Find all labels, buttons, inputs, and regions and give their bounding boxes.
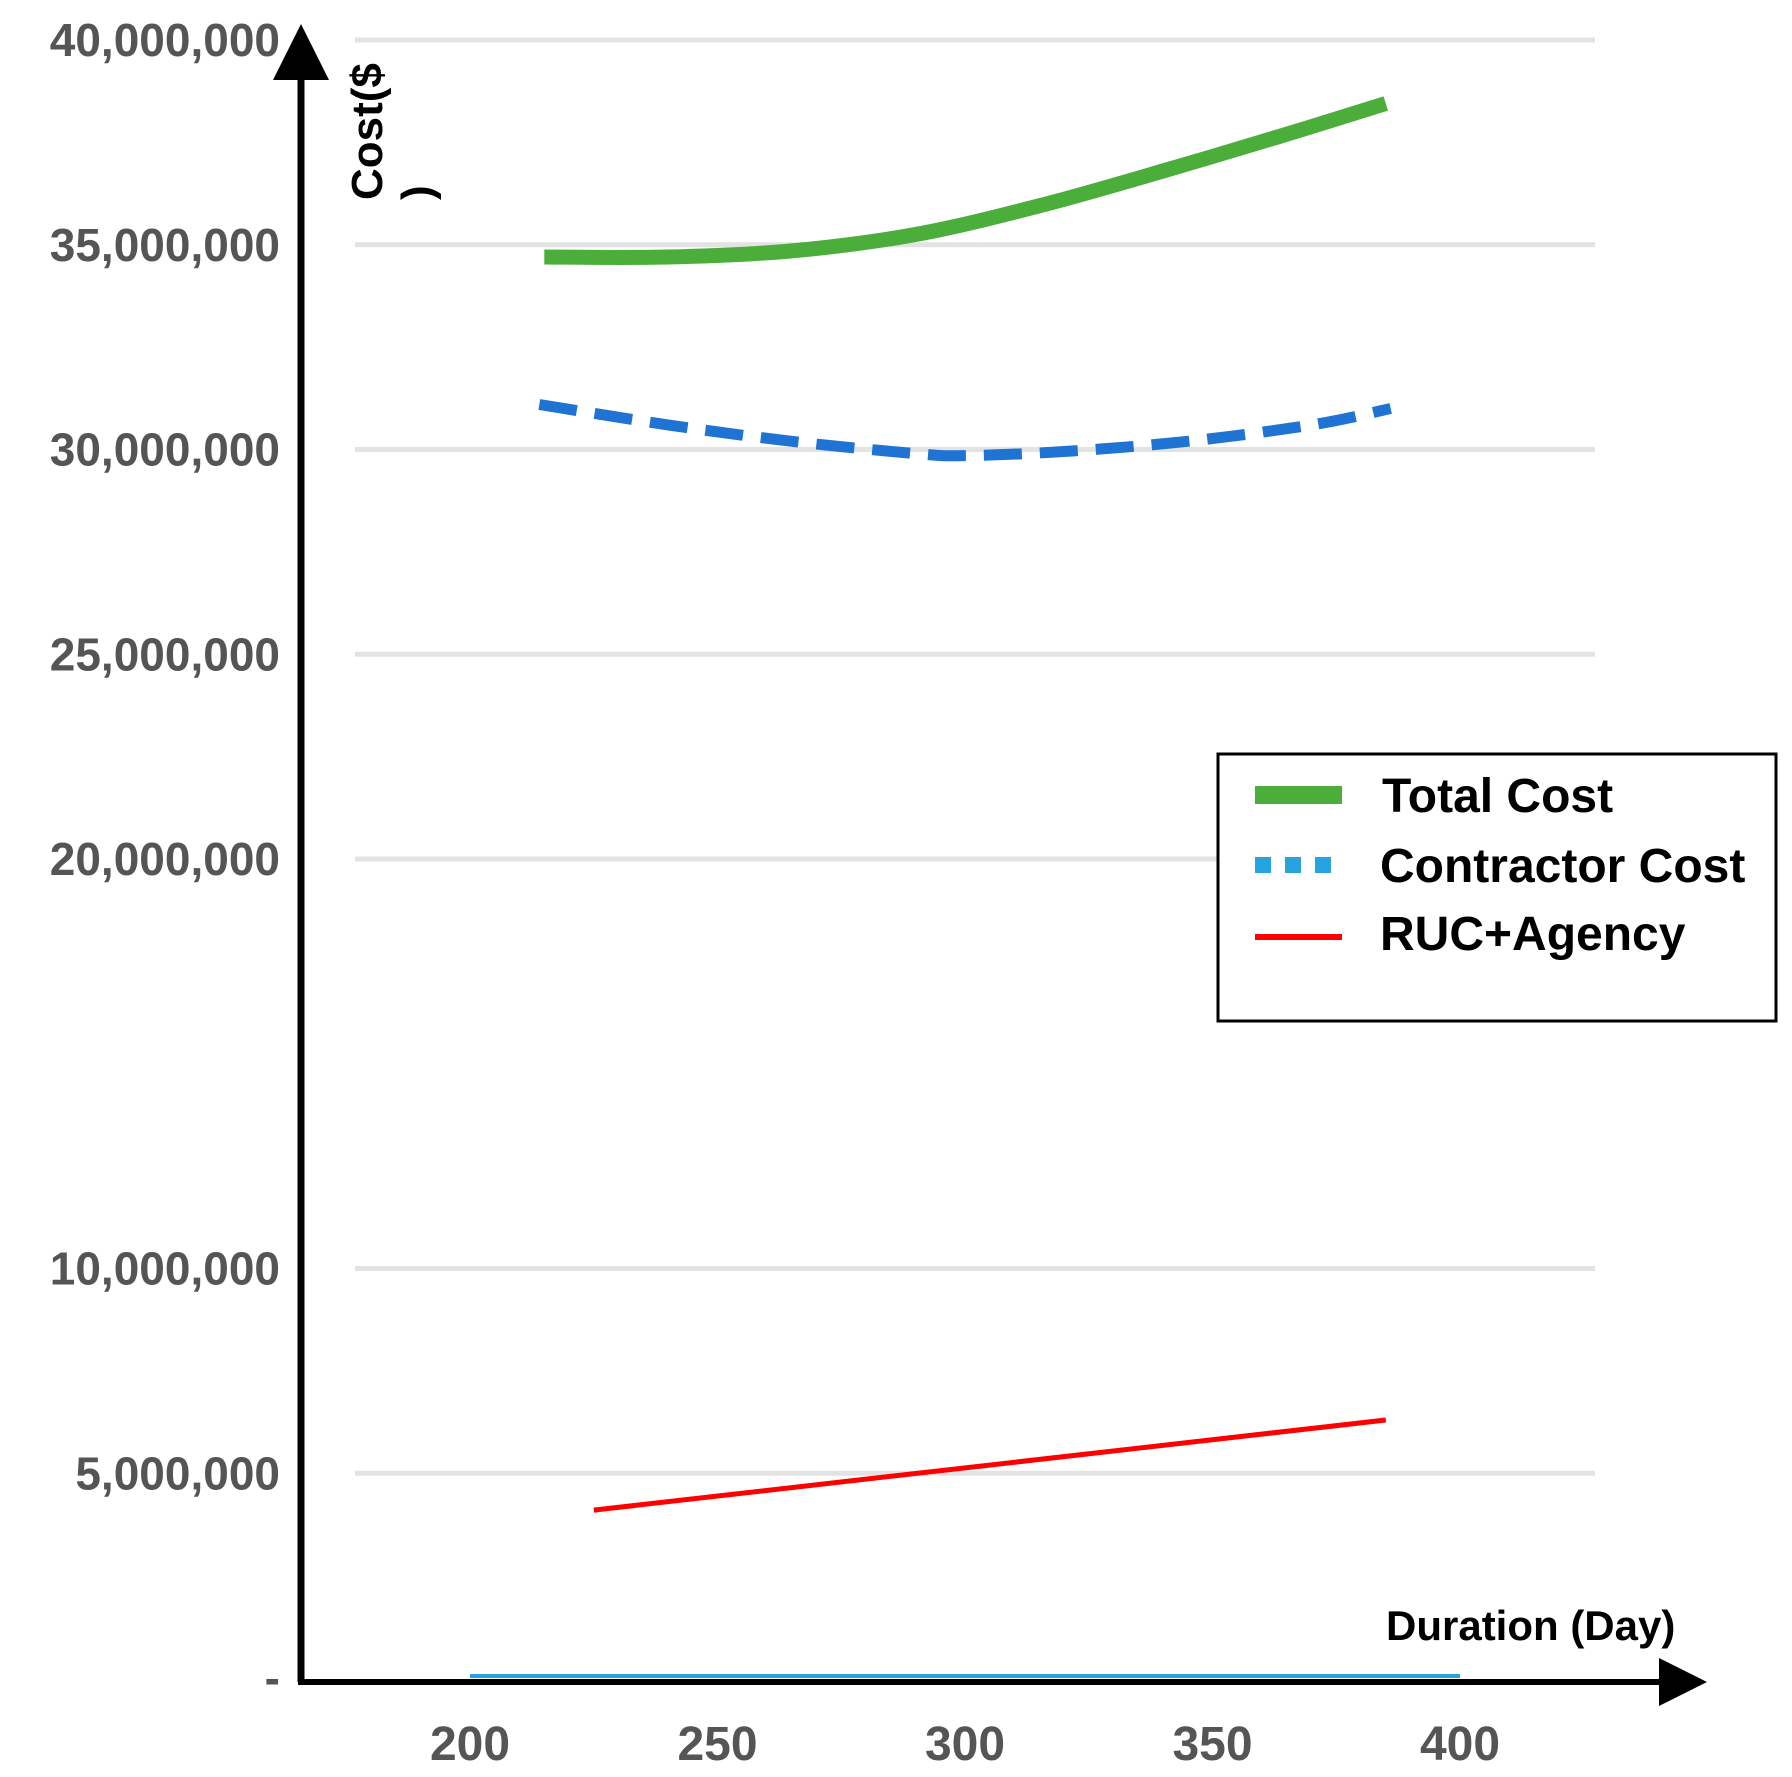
y-tick-labels: - 5,000,000 10,000,000 20,000,000 25,000,000… [50,14,280,1704]
x-tick-label: 400 [1420,1718,1500,1771]
y-tick-label: 10,000,000 [50,1243,280,1295]
legend-label-total-cost: Total Cost [1382,770,1613,823]
legend-label-contractor-cost: Contractor Cost [1380,840,1745,893]
y-tick-label: 35,000,000 [50,219,280,271]
x-tick-label: 350 [1172,1718,1252,1771]
x-axis-label: Duration (Day) [1386,1602,1675,1649]
series-line-ruc-agency [593,1417,1387,1513]
x-tick-label: 250 [677,1718,757,1771]
y-tick-label: 40,000,000 [50,14,280,66]
series-line-total-cost [544,96,1389,265]
y-tick-label: 5,000,000 [75,1447,280,1499]
y-axis-label: Cost($ [343,63,392,200]
series-lines [470,96,1460,1678]
y-tick-label: - [265,1652,280,1704]
x-tick-labels: 200 250 300 350 400 [430,1718,1500,1771]
y-tick-label: 20,000,000 [50,833,280,885]
y-tick-label: 25,000,000 [50,628,280,680]
x-tick-label: 300 [925,1718,1005,1771]
y-axis-label-continued: ) [393,185,442,200]
gridlines [355,37,1595,1476]
legend-label-ruc-agency: RUC+Agency [1380,908,1686,961]
y-tick-label: 30,000,000 [50,424,280,476]
x-tick-label: 200 [430,1718,510,1771]
legend: Total Cost Contractor Cost RUC+Agency [1216,752,1778,1023]
series-line-contractor-cost [538,399,1392,462]
